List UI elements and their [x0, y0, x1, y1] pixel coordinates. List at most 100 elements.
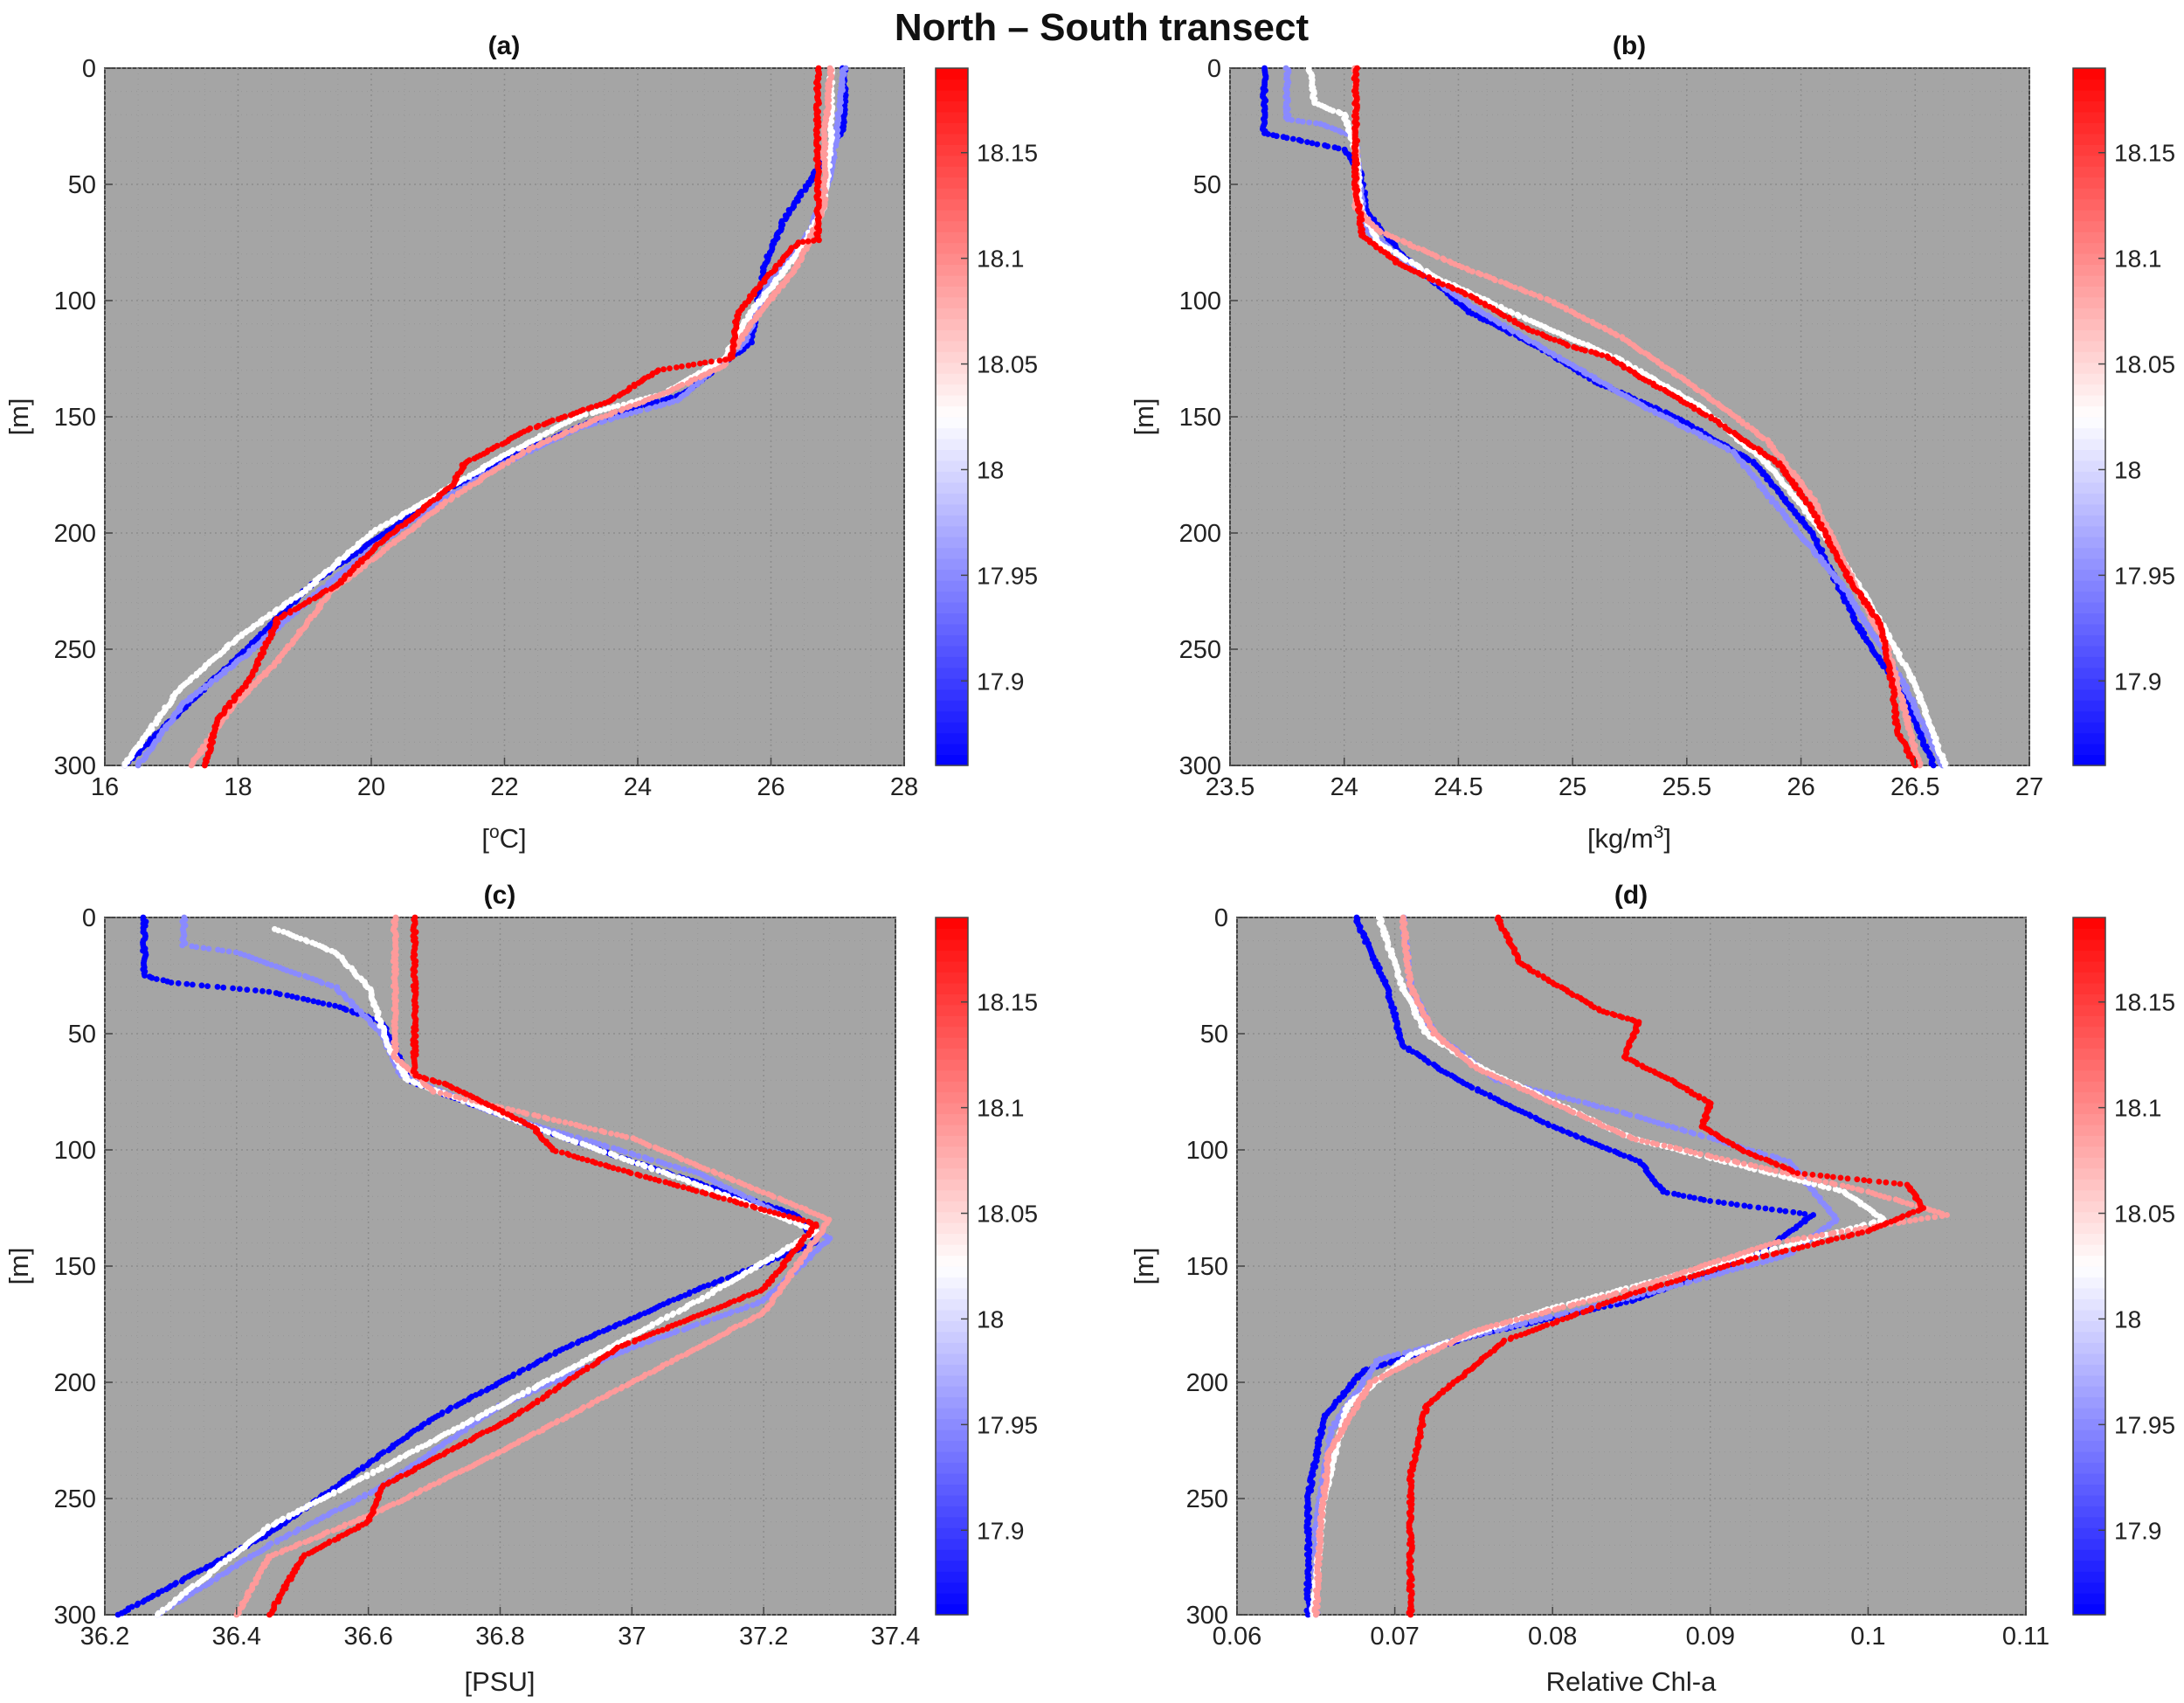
colorbar-segment: [936, 471, 968, 483]
data-point: [1930, 762, 1937, 769]
data-point: [193, 944, 200, 951]
colorbar-segment: [2073, 754, 2105, 766]
colorbar-segment: [2073, 667, 2105, 679]
data-point: [204, 983, 211, 989]
panel-a-title: (a): [488, 31, 521, 60]
panel-a-x-label: [oC]: [481, 822, 526, 855]
colorbar-segment: [936, 493, 968, 505]
colorbar-segment: [2073, 493, 2105, 505]
data-point: [674, 398, 681, 404]
panel-a-y-tick-label: 200: [54, 520, 96, 548]
data-point: [618, 407, 625, 413]
data-point: [205, 945, 212, 952]
colorbar-segment: [936, 722, 968, 734]
data-point: [342, 1007, 349, 1014]
panel-b-x-tick-label: 27: [2015, 773, 2043, 801]
data-point: [219, 947, 225, 954]
colorbar-segment: [2073, 296, 2105, 308]
data-point: [259, 987, 266, 994]
data-point: [1335, 145, 1342, 152]
colorbar-segment: [936, 656, 968, 668]
colorbar-segment: [936, 558, 968, 571]
data-point: [1516, 313, 1523, 320]
data-point: [708, 358, 715, 365]
colorbar-segment: [2073, 384, 2105, 396]
panel-b-y-tick-label: 250: [1179, 636, 1221, 664]
colorbar-segment: [2073, 613, 2105, 625]
data-point: [202, 762, 208, 769]
data-point: [1394, 236, 1401, 243]
panel-b-colorbar-tick-label: 18.1: [2114, 246, 2162, 273]
data-point: [153, 976, 160, 982]
data-point: [515, 445, 522, 452]
panel-b-y-tick-label: 50: [1193, 171, 1221, 199]
data-point: [684, 380, 691, 386]
colorbar-segment: [2073, 623, 2105, 635]
panel-b-y-tick-label: 150: [1179, 404, 1221, 432]
colorbar-segment: [936, 232, 968, 244]
colorbar-segment: [936, 166, 968, 178]
colorbar-segment: [2073, 417, 2105, 429]
data-point: [1462, 291, 1469, 298]
colorbar-segment: [936, 188, 968, 200]
colorbar-segment: [936, 537, 968, 549]
data-point: [612, 1323, 618, 1330]
data-point: [175, 980, 182, 986]
colorbar-segment: [936, 449, 968, 461]
data-point: [690, 361, 697, 368]
colorbar-segment: [2073, 68, 2105, 80]
panel-a-colorbar-tick-label: 17.9: [977, 668, 1025, 695]
colorbar-segment: [936, 111, 968, 123]
panel-a-grid: [104, 67, 905, 766]
data-point: [1510, 328, 1517, 335]
data-point: [1492, 277, 1498, 284]
colorbar-segment: [936, 79, 968, 91]
colorbar-segment: [2073, 700, 2105, 712]
data-point: [569, 427, 575, 434]
panel-a-x-tick-label: 28: [890, 773, 918, 801]
panel-a-y-label: [m]: [3, 398, 34, 435]
panel-a-points: [121, 65, 849, 769]
colorbar-segment: [2073, 210, 2105, 222]
colorbar-segment: [936, 373, 968, 385]
data-point: [552, 1351, 558, 1357]
data-point: [666, 399, 673, 406]
colorbar-segment: [936, 220, 968, 232]
panel-b-x-tick-label: 24: [1330, 773, 1358, 801]
data-point: [657, 402, 664, 409]
panel-b-x-tick-label: 26.5: [1890, 773, 1939, 801]
data-point: [525, 447, 532, 453]
colorbar-segment: [2073, 220, 2105, 232]
colorbar-segment: [936, 503, 968, 516]
colorbar-segment: [936, 68, 968, 80]
colorbar-segment: [936, 732, 968, 744]
colorbar-segment: [2073, 318, 2105, 330]
colorbar-segment: [936, 417, 968, 429]
data-point: [1429, 277, 1436, 283]
data-point: [632, 409, 639, 415]
panel-a-y-tick-label: 150: [54, 404, 96, 432]
data-point: [622, 1149, 628, 1155]
data-point: [515, 1369, 522, 1376]
data-point: [276, 991, 283, 998]
panel-a-colorbar-tick-label: 17.95: [977, 562, 1038, 589]
colorbar-segment: [2073, 111, 2105, 123]
panel-a-colorbar-tick-label: 18: [977, 456, 1004, 483]
data-point: [585, 405, 592, 412]
colorbar-segment: [936, 613, 968, 625]
panel-b-colorbar-tick-label: 17.9: [2114, 668, 2162, 695]
colorbar-segment: [936, 515, 968, 527]
data-point: [168, 980, 175, 986]
data-point: [697, 360, 703, 367]
colorbar-segment: [2073, 580, 2105, 592]
data-point: [1378, 229, 1384, 236]
colorbar-segment: [936, 286, 968, 298]
colorbar-segment: [2073, 264, 2105, 276]
data-point: [1440, 281, 1446, 287]
data-point: [722, 357, 729, 363]
colorbar-segment: [2073, 744, 2105, 756]
data-point: [266, 988, 273, 995]
data-point: [593, 403, 600, 409]
